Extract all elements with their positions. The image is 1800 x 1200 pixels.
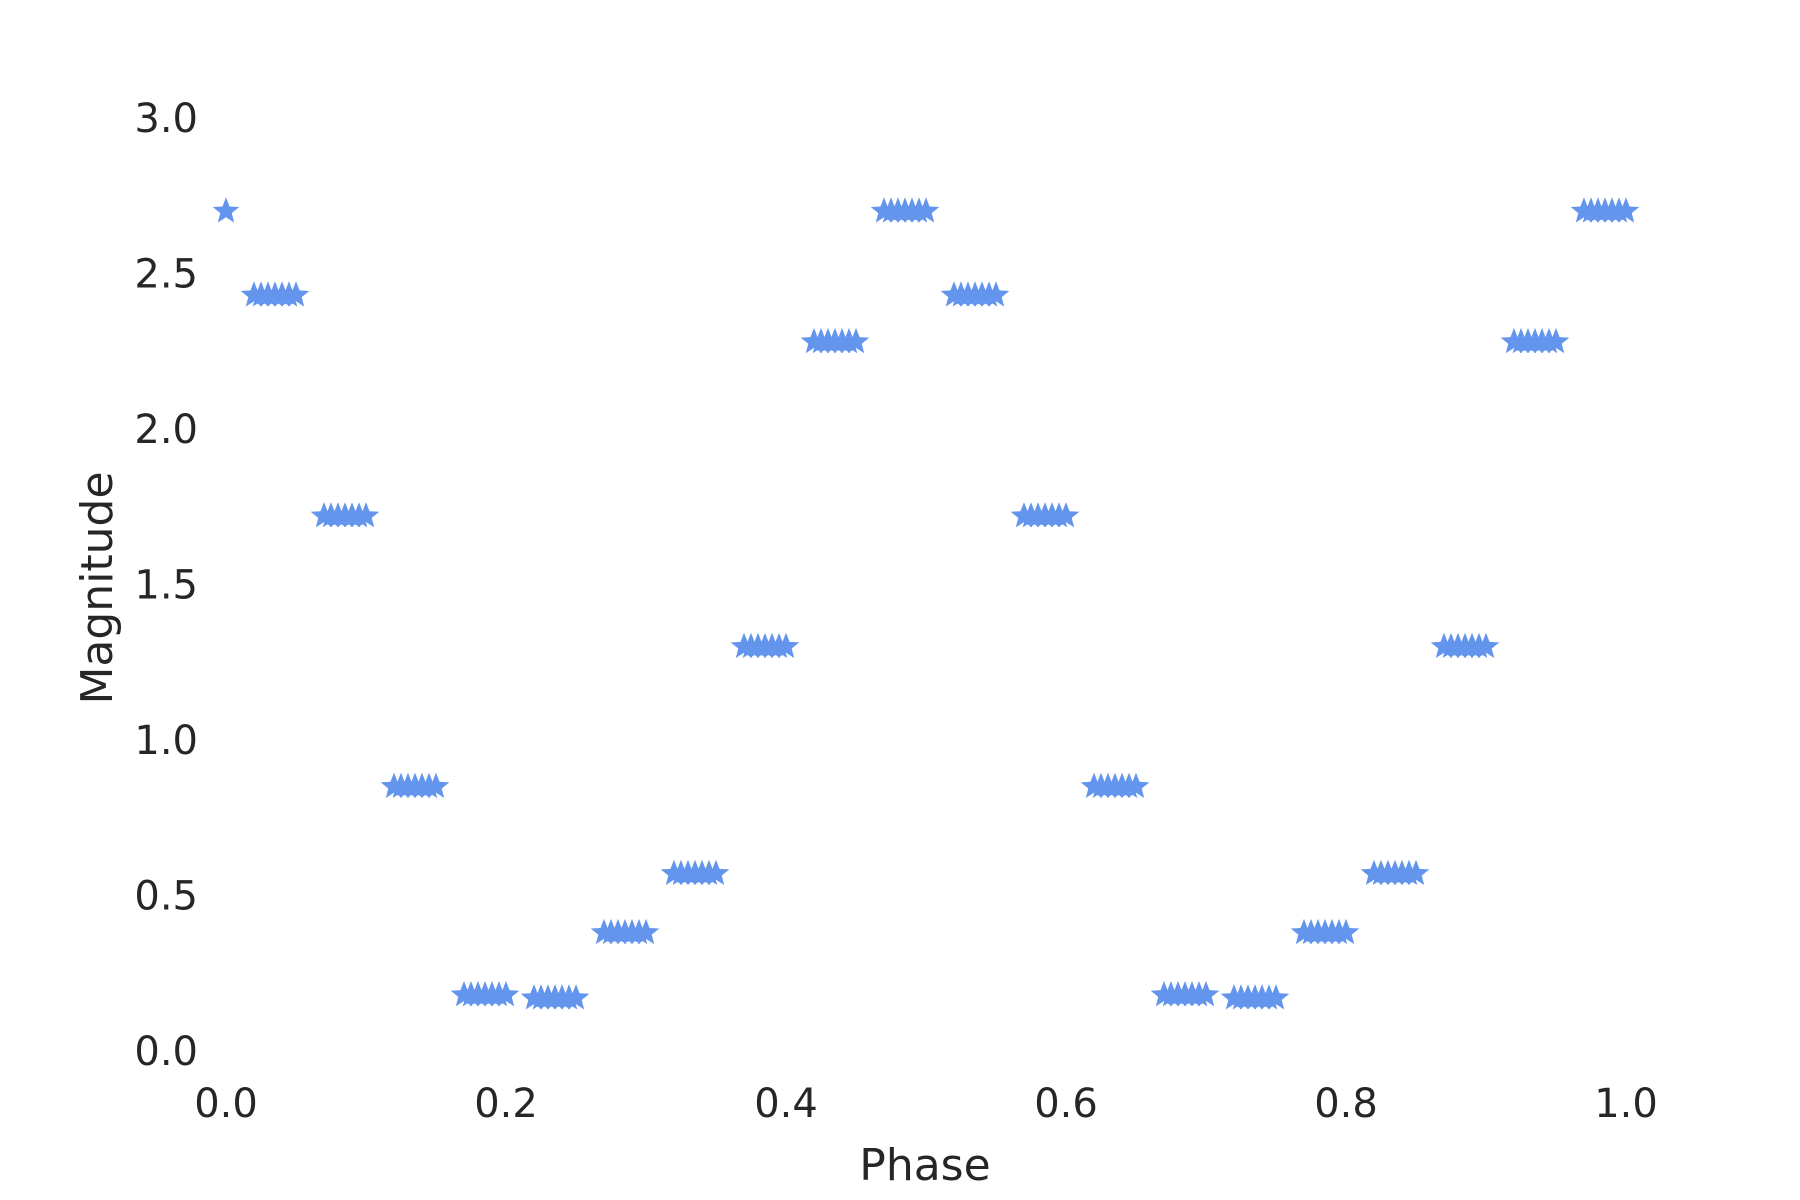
data-point-star	[702, 859, 730, 886]
data-point-star	[492, 981, 520, 1007]
x-tick-label: 0.2	[474, 1081, 538, 1127]
data-series	[212, 197, 1640, 1010]
x-tick-label: 1.0	[1594, 1081, 1658, 1127]
data-point-star	[772, 632, 800, 659]
plot-area	[212, 197, 1640, 1010]
data-point-star	[562, 984, 590, 1010]
data-point-star	[1122, 772, 1150, 798]
data-point-star	[912, 197, 940, 223]
data-point-star	[1262, 984, 1290, 1010]
data-point-star	[1332, 918, 1360, 945]
data-point-star	[1612, 197, 1640, 223]
data-point-star	[352, 502, 380, 528]
data-point-star	[842, 327, 870, 354]
y-tick-label: 0.5	[134, 874, 198, 920]
y-tick-label: 3.0	[134, 96, 198, 142]
data-point-star	[982, 281, 1010, 307]
data-point-star	[1052, 502, 1080, 528]
y-tick-label: 0.0	[134, 1029, 198, 1075]
x-tick-label: 0.6	[1034, 1081, 1098, 1127]
data-point-star	[632, 918, 660, 945]
data-point-star	[1192, 981, 1220, 1007]
x-tick-label: 0.0	[194, 1081, 258, 1127]
y-tick-label: 1.0	[134, 718, 198, 764]
y-axis-label: Magnitude	[72, 471, 123, 704]
y-tick-label: 1.5	[134, 563, 198, 609]
data-point-star	[282, 281, 310, 307]
data-point-star	[1402, 859, 1430, 886]
y-tick-label: 2.5	[134, 252, 198, 298]
data-point-star	[1472, 632, 1500, 659]
data-point-star	[422, 772, 450, 798]
x-axis-label: Phase	[859, 1140, 990, 1191]
y-axis: 0.0 0.5 1.0 1.5 2.0 2.5 3.0	[134, 96, 198, 1075]
data-point-star	[212, 197, 240, 223]
data-point-star	[1542, 327, 1570, 354]
x-tick-label: 0.4	[754, 1081, 818, 1127]
x-axis: 0.0 0.2 0.4 0.6 0.8 1.0	[194, 1081, 1658, 1127]
y-tick-label: 2.0	[134, 407, 198, 453]
x-tick-label: 0.8	[1314, 1081, 1378, 1127]
